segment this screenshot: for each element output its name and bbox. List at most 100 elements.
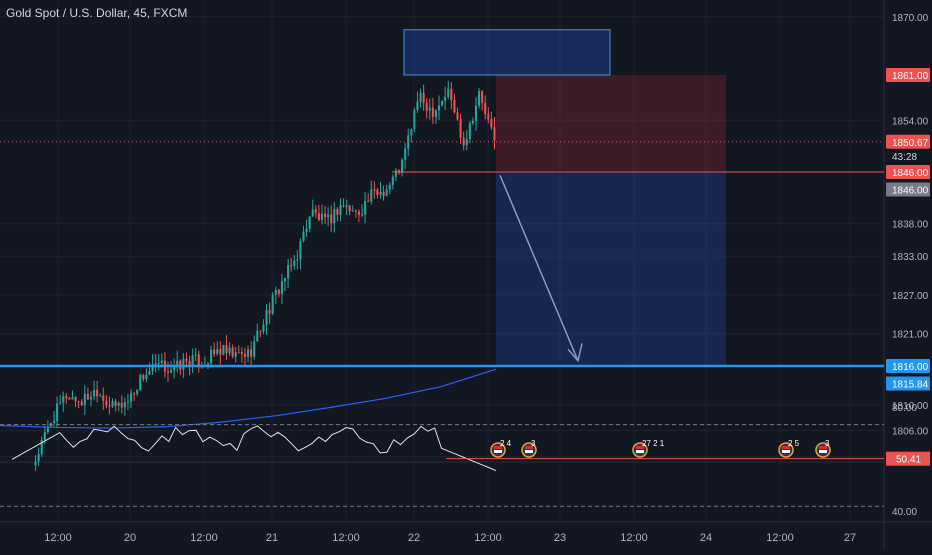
candle-body xyxy=(339,205,342,215)
candle-body xyxy=(123,402,126,408)
candle-body xyxy=(410,129,413,136)
candle-body xyxy=(157,362,160,364)
price-tick-label: 1838.00 xyxy=(892,220,929,231)
candle-body xyxy=(99,395,102,397)
candle-body xyxy=(86,393,89,400)
candle-body xyxy=(126,401,129,403)
candle-body xyxy=(481,91,484,103)
candle-body xyxy=(259,330,262,332)
time-tick-label: 12:00 xyxy=(620,532,648,544)
event-count-label: 2 5 xyxy=(788,439,800,448)
candle-body xyxy=(154,363,157,365)
time-tick-label: 12:00 xyxy=(44,532,72,544)
price-tag-label: 1816.00 xyxy=(892,362,929,373)
price-tick-label: 1810.00 xyxy=(892,401,929,412)
candle-body xyxy=(120,403,123,408)
price-tag-label: 1846.00 xyxy=(892,185,929,196)
price-tick-label: 1833.00 xyxy=(892,252,929,263)
candle-body xyxy=(296,259,299,261)
candle-body xyxy=(46,426,49,433)
candle-body xyxy=(59,402,62,404)
candle-body xyxy=(471,120,474,124)
candle-body xyxy=(176,360,179,365)
candle-body xyxy=(256,330,259,342)
rsi-tick-label: 80.00 xyxy=(892,403,917,414)
price-tag-label: 1861.00 xyxy=(892,71,929,82)
candle-body xyxy=(68,398,71,400)
candle-body xyxy=(253,341,256,357)
candle-body xyxy=(142,375,145,380)
candle-body xyxy=(336,208,339,215)
candle-body xyxy=(493,127,496,141)
candle-body xyxy=(456,112,459,120)
economic-event-marker[interactable]: 2 4 xyxy=(490,439,512,458)
candle-body xyxy=(404,148,407,160)
time-tick-label: 12:00 xyxy=(332,532,360,544)
candle-body xyxy=(330,214,333,224)
candle-body xyxy=(305,228,308,232)
time-tick-label: 23 xyxy=(554,532,566,544)
candle-body xyxy=(71,397,74,400)
candle-body xyxy=(96,389,99,397)
axes: 1870.00 1854.00 1838.00 1833.00 1827.00 1821.… xyxy=(44,13,930,544)
economic-event-marker[interactable]: 27 2 1 xyxy=(632,439,665,458)
candle-body xyxy=(416,101,419,111)
overlays xyxy=(0,141,884,429)
candles xyxy=(34,80,496,472)
candle-body xyxy=(77,401,80,403)
economic-event-marker[interactable]: 3 xyxy=(815,439,831,458)
resistance-box xyxy=(403,29,611,76)
candle-body xyxy=(105,400,108,406)
candle-body xyxy=(34,461,37,466)
event-count-label: 3 xyxy=(825,439,830,448)
rsi-value-tag xyxy=(886,451,930,466)
candle-body xyxy=(74,397,77,402)
rsi-pane xyxy=(0,424,884,507)
candle-body xyxy=(360,214,364,216)
candle-body xyxy=(484,102,487,115)
candle-body xyxy=(425,102,428,111)
price-tick-label: 1821.00 xyxy=(892,330,929,341)
candle-body xyxy=(151,364,154,372)
candle-body xyxy=(462,137,465,146)
candle-body xyxy=(394,170,397,177)
candle-body xyxy=(206,363,210,366)
price-tag xyxy=(886,148,930,163)
event-markers[interactable]: 2 4 3 27 2 1 2 5 3 xyxy=(490,439,831,458)
candle-body xyxy=(52,421,56,423)
candle-body xyxy=(376,189,379,195)
candle-body xyxy=(478,91,481,106)
candle-body xyxy=(490,119,493,128)
economic-event-marker[interactable]: 3 xyxy=(521,439,537,458)
time-tick-label: 22 xyxy=(408,532,420,544)
candle-body xyxy=(139,375,142,391)
symbol-title: Gold Spot / U.S. Dollar, 45, FXCM xyxy=(6,6,188,20)
candle-body xyxy=(271,294,274,314)
candle-body xyxy=(468,123,471,140)
candle-body xyxy=(447,88,450,97)
candle-body xyxy=(348,205,351,212)
projection-arrowhead xyxy=(567,343,583,363)
candle-body xyxy=(444,96,447,101)
flag-stripe xyxy=(819,446,827,449)
candle-body xyxy=(317,213,320,220)
candle-body xyxy=(327,214,330,218)
rsi-line xyxy=(11,425,497,471)
candle-body xyxy=(333,208,336,224)
candle-body xyxy=(397,170,401,173)
candle-body xyxy=(197,354,200,367)
flag-stripe xyxy=(636,446,644,449)
time-tick-label: 21 xyxy=(266,532,278,544)
event-count-label: 3 xyxy=(531,439,536,448)
economic-event-marker[interactable]: 2 5 xyxy=(778,439,800,458)
candle-body xyxy=(37,454,40,462)
candle-body xyxy=(419,92,422,102)
candle-body xyxy=(465,139,468,146)
candle-body xyxy=(65,396,68,399)
event-count-label: 2 4 xyxy=(500,439,512,448)
candle-body xyxy=(265,310,268,325)
